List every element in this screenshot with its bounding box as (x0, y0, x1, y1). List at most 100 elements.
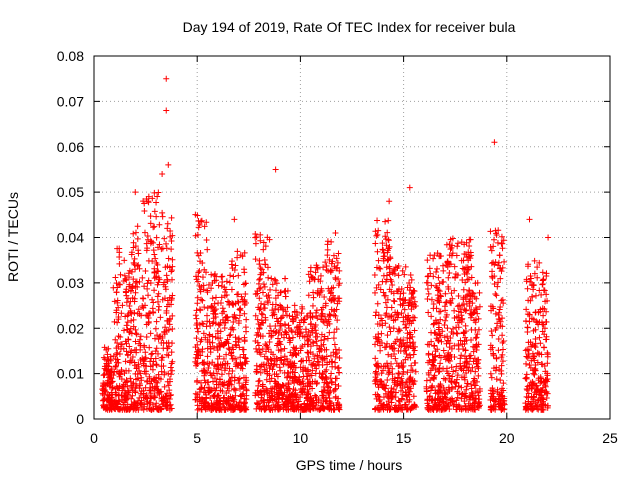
data-point (404, 369, 411, 376)
data-point (293, 324, 300, 331)
data-point (204, 401, 211, 408)
data-point (447, 246, 454, 253)
data-point (232, 392, 239, 399)
data-point (260, 397, 267, 404)
data-point (305, 353, 312, 360)
data-point (408, 295, 415, 302)
data-point (277, 289, 284, 296)
data-point (207, 349, 214, 356)
data-point (263, 376, 270, 383)
data-point (147, 213, 154, 220)
data-point (127, 288, 134, 295)
data-point (273, 280, 280, 287)
data-point (539, 361, 546, 368)
data-point (146, 373, 153, 380)
data-point (384, 402, 391, 409)
data-point (241, 400, 248, 407)
data-point (141, 283, 148, 290)
data-point (286, 312, 293, 319)
data-point (164, 220, 171, 227)
data-point (226, 279, 233, 286)
data-point (539, 395, 546, 402)
data-point (305, 390, 312, 397)
data-point (318, 316, 325, 323)
data-point (543, 388, 550, 395)
data-point (277, 389, 284, 396)
data-point (398, 310, 405, 317)
data-point (531, 270, 538, 277)
data-point (232, 338, 239, 345)
data-point (200, 286, 207, 293)
data-point (334, 264, 341, 271)
data-point (192, 344, 199, 351)
data-point (543, 308, 550, 315)
data-point (334, 317, 341, 324)
data-point (208, 402, 215, 409)
data-point (223, 291, 230, 298)
data-point (238, 293, 245, 300)
y-axis-label: ROTI / TECUs (5, 192, 21, 282)
data-point (193, 360, 200, 367)
data-point (488, 374, 495, 381)
data-point (132, 266, 139, 273)
data-point (470, 378, 477, 385)
data-point (233, 359, 240, 366)
data-point (544, 360, 551, 367)
data-point (446, 406, 453, 413)
data-point (538, 351, 545, 358)
data-point (324, 252, 331, 259)
data-point (149, 195, 156, 202)
data-point (498, 268, 505, 275)
data-point (454, 240, 461, 247)
data-point (212, 311, 219, 318)
data-point (297, 330, 304, 337)
data-point (214, 330, 221, 337)
data-point (252, 290, 259, 297)
data-point (166, 321, 173, 328)
data-point (397, 338, 404, 345)
data-point (164, 263, 171, 270)
x-tick-label: 20 (499, 430, 515, 446)
data-point (332, 363, 339, 370)
data-point (223, 278, 230, 285)
data-point (150, 247, 157, 254)
data-point (390, 290, 397, 297)
x-tick-label: 10 (293, 430, 309, 446)
data-point (100, 354, 107, 361)
data-point (219, 316, 226, 323)
data-point (395, 272, 402, 279)
data-point (388, 399, 395, 406)
data-point (488, 260, 495, 267)
data-point (147, 358, 154, 365)
data-point (153, 345, 160, 352)
data-point (372, 380, 379, 387)
data-point (460, 294, 467, 301)
data-point (261, 406, 268, 413)
data-point (456, 302, 463, 309)
data-point (410, 294, 417, 301)
data-point (286, 385, 293, 392)
data-point (121, 257, 128, 264)
data-point (275, 318, 282, 325)
data-point (472, 335, 479, 342)
data-point (428, 338, 435, 345)
data-point (398, 375, 405, 382)
data-point (129, 295, 136, 302)
data-point (196, 348, 203, 355)
data-point (491, 236, 498, 243)
data-point (336, 354, 343, 361)
data-point (313, 330, 320, 337)
data-point (374, 231, 381, 238)
data-point (143, 333, 150, 340)
data-point (466, 243, 473, 250)
data-point (234, 248, 241, 255)
data-point (154, 281, 161, 288)
data-point (399, 267, 406, 274)
data-point (543, 376, 550, 383)
data-point (252, 240, 259, 247)
data-point (201, 384, 208, 391)
data-point (455, 292, 462, 299)
data-point (131, 309, 138, 316)
data-point (426, 265, 433, 272)
data-point (530, 405, 537, 412)
